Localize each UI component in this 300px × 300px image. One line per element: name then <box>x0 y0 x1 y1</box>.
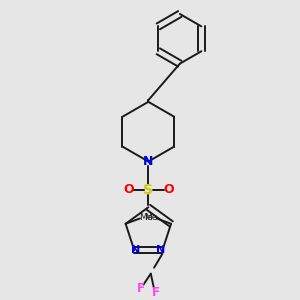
Text: O: O <box>163 183 173 196</box>
Text: Me: Me <box>140 213 153 222</box>
Text: N: N <box>143 155 154 168</box>
Text: F: F <box>137 282 145 295</box>
Text: F: F <box>152 286 160 299</box>
Text: N: N <box>131 245 141 256</box>
Text: N: N <box>156 245 165 256</box>
Text: O: O <box>123 183 134 196</box>
Text: Me: Me <box>144 213 157 222</box>
Text: S: S <box>143 183 153 197</box>
